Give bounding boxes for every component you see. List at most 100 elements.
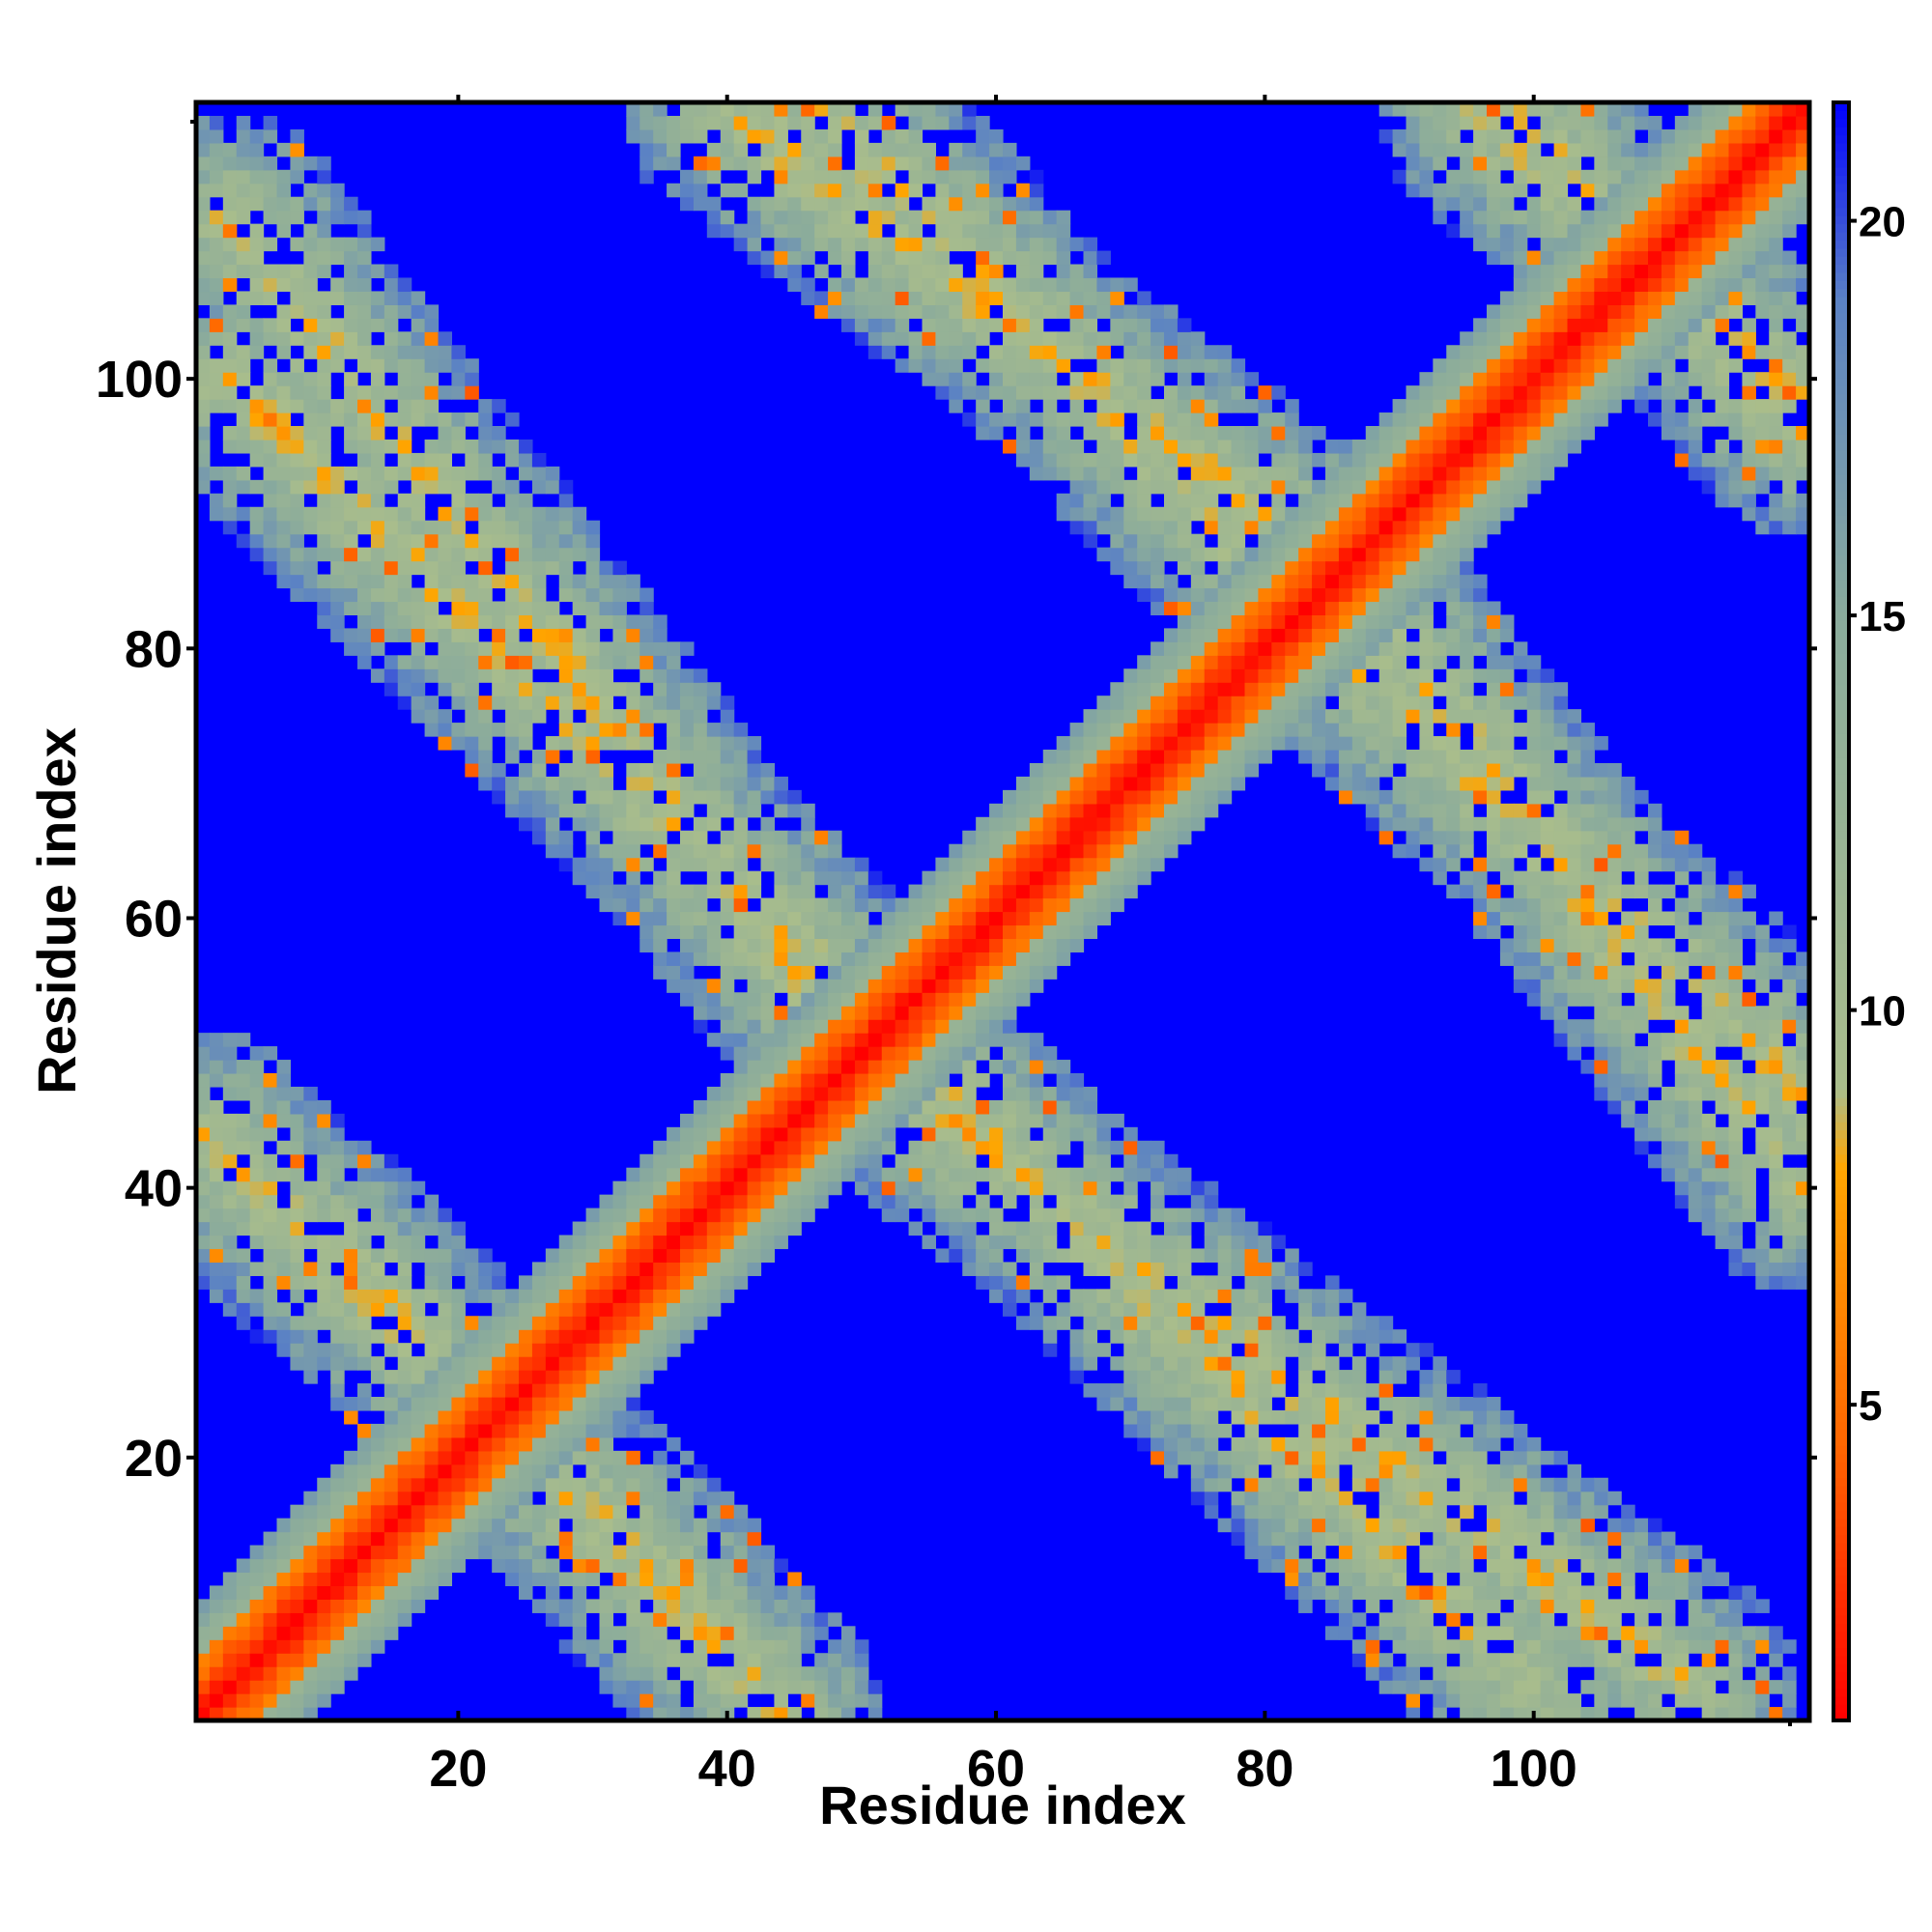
heatmap-cell [801, 1693, 815, 1708]
heatmap-cell [492, 1409, 506, 1425]
heatmap-cell [357, 1572, 372, 1587]
heatmap-cell [693, 952, 708, 966]
heatmap-cell [1392, 1585, 1407, 1600]
heatmap-cell [1244, 682, 1260, 696]
heatmap-cell [438, 1531, 453, 1547]
heatmap-cell [976, 1194, 990, 1209]
heatmap-cell [626, 1680, 640, 1694]
heatmap-cell [249, 1585, 265, 1600]
heatmap-cell [801, 1167, 815, 1182]
heatmap-cell [908, 358, 923, 373]
heatmap-cell [263, 1113, 278, 1128]
heatmap-cell [424, 1194, 440, 1209]
heatmap-cell [1042, 750, 1058, 764]
heatmap-cell [962, 924, 977, 940]
heatmap-cell [397, 439, 412, 454]
heatmap-cell [357, 520, 372, 535]
heatmap-cell [653, 709, 668, 724]
heatmap-cell [1190, 345, 1206, 359]
heatmap-cell [881, 1194, 896, 1209]
heatmap-cell [1015, 426, 1031, 440]
heatmap-cell [1351, 776, 1367, 791]
heatmap-cell [1177, 1450, 1192, 1465]
heatmap-cell [1042, 762, 1058, 778]
heatmap-cell [1164, 1383, 1179, 1398]
heatmap-cell [1029, 250, 1044, 266]
heatmap-cell [545, 776, 560, 791]
heatmap-cell [276, 1316, 292, 1330]
heatmap-cell [612, 560, 627, 576]
heatmap-cell [680, 723, 695, 737]
heatmap-cell [841, 183, 856, 198]
heatmap-cell [572, 1653, 587, 1667]
heatmap-cell [949, 142, 963, 157]
heatmap-cell [222, 1046, 238, 1061]
heatmap-cell [787, 938, 802, 952]
heatmap-cell [465, 1316, 479, 1330]
heatmap-cell [1029, 1086, 1044, 1101]
heatmap-cell [841, 1707, 856, 1721]
heatmap-cell [949, 358, 963, 373]
heatmap-cell [249, 1235, 265, 1250]
heatmap-cell [276, 277, 292, 293]
heatmap-cell [760, 223, 776, 239]
heatmap-cell [1312, 601, 1326, 616]
heatmap-cell [330, 1113, 345, 1128]
heatmap-cell [236, 372, 251, 386]
heatmap-cell [935, 1248, 950, 1264]
heatmap-cell [693, 750, 708, 764]
heatmap-cell [1056, 466, 1071, 481]
heatmap-cell [962, 331, 977, 346]
heatmap-cell [1378, 1329, 1394, 1344]
heatmap-cell [1190, 1477, 1206, 1492]
heatmap-cell [1217, 372, 1233, 386]
heatmap-cell [1285, 1491, 1299, 1506]
heatmap-cell [1056, 952, 1071, 966]
heatmap-cell [1096, 736, 1111, 751]
heatmap-cell [1244, 426, 1260, 440]
heatmap-cell [438, 506, 453, 522]
heatmap-cell [1378, 466, 1394, 481]
heatmap-cell [545, 655, 560, 669]
heatmap-cell [572, 1585, 587, 1600]
heatmap-cell [1271, 668, 1286, 683]
heatmap-cell [1096, 304, 1111, 319]
heatmap-cell [922, 304, 937, 319]
heatmap-cell [706, 776, 722, 791]
heatmap-cell [1056, 843, 1071, 859]
heatmap-cell [545, 1409, 560, 1425]
heatmap-cell [303, 506, 318, 522]
heatmap-cell [1069, 1370, 1085, 1384]
heatmap-cell [693, 1153, 708, 1169]
heatmap-cell [1015, 1153, 1031, 1169]
heatmap-cell [196, 1086, 211, 1101]
heatmap-cell [451, 479, 466, 495]
heatmap-cell [720, 1639, 735, 1654]
heatmap-cell [653, 655, 668, 669]
heatmap-cell [706, 1518, 722, 1533]
heatmap-cell [1258, 641, 1272, 656]
heatmap-cell [908, 924, 923, 940]
heatmap-cell [357, 1235, 372, 1250]
heatmap-cell [585, 709, 601, 724]
heatmap-cell [1258, 399, 1272, 413]
heatmap-cell [1083, 385, 1098, 400]
heatmap-cell [505, 736, 520, 751]
heatmap-cell [384, 1518, 399, 1533]
heatmap-cell [357, 560, 372, 576]
heatmap-cell [693, 709, 708, 724]
heatmap-cell [330, 1491, 345, 1506]
heatmap-cell [814, 1167, 829, 1182]
heatmap-cell [1069, 924, 1085, 940]
heatmap-cell [747, 1126, 762, 1142]
heatmap-cell [344, 1504, 358, 1520]
heatmap-cell [1177, 709, 1192, 724]
heatmap-cell [1338, 1423, 1353, 1438]
heatmap-cell [814, 843, 829, 859]
heatmap-cell [397, 1167, 412, 1182]
heatmap-cell [1419, 1545, 1434, 1560]
heatmap-cell [774, 911, 788, 926]
heatmap-cell [653, 884, 668, 899]
heatmap-cell [1083, 897, 1098, 913]
heatmap-cell [774, 1099, 788, 1115]
